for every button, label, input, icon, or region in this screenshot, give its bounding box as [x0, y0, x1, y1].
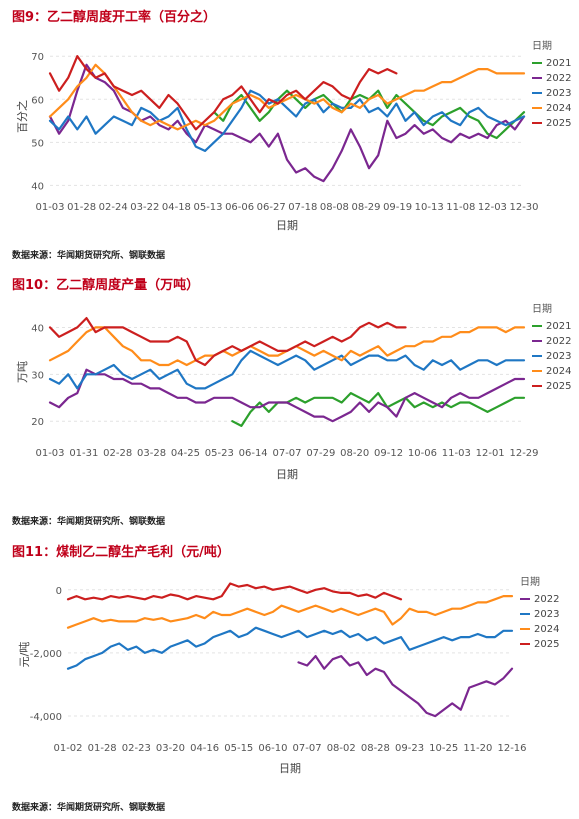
x-tick-label: 01-03: [35, 202, 64, 213]
x-tick-label: 08-29: [351, 202, 380, 213]
legend-entry-2022: 2022: [546, 73, 571, 84]
x-tick-label: 09-12: [374, 448, 403, 459]
y-axis-label: 万吨: [16, 361, 29, 383]
x-tick-label: 12-30: [509, 202, 538, 213]
y-tick-label: 70: [31, 52, 44, 63]
x-tick-label: 06-10: [258, 743, 287, 754]
legend-entry-2025: 2025: [546, 381, 571, 392]
series-line-2024: [48, 63, 526, 131]
x-tick-label: 12-03: [478, 202, 507, 213]
chart11-title: 图11：煤制乙二醇生产毛利（元/吨）: [12, 545, 230, 560]
x-tick-label: 08-02: [327, 743, 356, 754]
legend-entry-2023: 2023: [546, 88, 571, 99]
x-tick-label: 06-27: [257, 202, 286, 213]
series-line-2022: [297, 654, 514, 718]
x-tick-label: 12-16: [497, 743, 526, 754]
x-tick-label: 10-25: [429, 743, 458, 754]
x-tick-label: 06-06: [225, 202, 254, 213]
x-tick-label: 04-18: [162, 202, 191, 213]
x-tick-label: 02-28: [103, 448, 132, 459]
legend-entry-2022: 2022: [546, 336, 571, 347]
x-tick-label: 11-20: [463, 743, 492, 754]
series-line-2025: [66, 582, 403, 601]
y-tick-label: -2,000: [30, 649, 62, 660]
x-axis-label: 日期: [276, 219, 298, 232]
y-tick-label: -4,000: [30, 712, 62, 723]
legend-entry-2024: 2024: [534, 624, 559, 635]
y-tick-label: 50: [31, 138, 44, 149]
series-line-2024: [66, 594, 514, 629]
x-axis-label: 日期: [276, 468, 298, 481]
x-tick-label: 10-13: [415, 202, 444, 213]
legend-entry-2025: 2025: [546, 118, 571, 129]
x-tick-label: 01-03: [35, 448, 64, 459]
legend-entry-2023: 2023: [546, 351, 571, 362]
series-line-2023: [48, 349, 526, 390]
y-tick-label: 30: [31, 370, 44, 381]
series-line-2023: [66, 626, 514, 670]
legend-entry-2021: 2021: [546, 321, 571, 332]
legend-entry-2023: 2023: [534, 609, 559, 620]
x-tick-label: 11-08: [446, 202, 475, 213]
x-tick-label: 08-08: [320, 202, 349, 213]
x-tick-label: 09-23: [395, 743, 424, 754]
x-tick-label: 03-20: [156, 743, 185, 754]
series-line-2022: [48, 368, 526, 423]
x-tick-label: 04-16: [190, 743, 219, 754]
legend-title: 日期: [532, 303, 552, 315]
legend-entry-2024: 2024: [546, 103, 571, 114]
chart10-source: 数据来源：华闻期货研究所、钢联数据: [12, 517, 166, 527]
x-tick-label: 07-29: [306, 448, 335, 459]
chart10-output: 20 30 40 01-03 01-31 02-28 03-28 04-25 05-23 06-1…: [16, 303, 571, 481]
x-tick-label: 10-06: [408, 448, 437, 459]
chart11-margin: -4,000 -2,000 0 01-02 01-28 02-23 03-20 04-16 05…: [18, 576, 559, 775]
y-axis-label: 百分之: [15, 100, 29, 133]
x-tick-label: 09-19: [383, 202, 412, 213]
x-tick-label: 01-28: [88, 743, 117, 754]
x-tick-label: 11-03: [442, 448, 471, 459]
x-tick-label: 01-31: [69, 448, 98, 459]
legend-entry-2021: 2021: [546, 58, 571, 69]
y-tick-label: 0: [56, 586, 62, 597]
y-tick-label: 60: [31, 95, 44, 106]
series-line-2021: [213, 89, 526, 140]
x-tick-label: 08-20: [340, 448, 369, 459]
x-axis-label: 日期: [279, 762, 301, 775]
y-tick-label: 40: [31, 181, 44, 192]
x-tick-label: 02-24: [99, 202, 128, 213]
legend-entry-2022: 2022: [534, 594, 559, 605]
x-tick-label: 05-15: [224, 743, 253, 754]
x-tick-label: 05-13: [193, 202, 222, 213]
legend-title: 日期: [532, 40, 552, 52]
y-tick-label: 40: [31, 323, 44, 334]
chart9-source: 数据来源：华闻期货研究所、钢联数据: [12, 251, 166, 261]
x-tick-label: 12-29: [509, 448, 538, 459]
x-tick-label: 08-28: [361, 743, 390, 754]
x-tick-label: 04-25: [171, 448, 200, 459]
x-tick-label: 03-22: [130, 202, 159, 213]
y-tick-label: 20: [31, 417, 44, 428]
legend-entry-2025: 2025: [534, 639, 559, 650]
series-line-2025: [48, 317, 407, 367]
x-tick-label: 05-23: [205, 448, 234, 459]
x-tick-label: 06-14: [239, 448, 268, 459]
x-tick-label: 02-23: [122, 743, 151, 754]
series-line-2022: [48, 63, 526, 183]
x-tick-label: 07-07: [272, 448, 301, 459]
x-tick-label: 01-28: [67, 202, 96, 213]
x-tick-label: 07-07: [293, 743, 322, 754]
x-tick-label: 03-28: [137, 448, 166, 459]
x-tick-label: 12-01: [476, 448, 505, 459]
y-axis-label: 元/吨: [18, 642, 31, 668]
chart11-source: 数据来源：华闻期货研究所、钢联数据: [12, 803, 166, 813]
legend-entry-2024: 2024: [546, 366, 571, 377]
legend-title: 日期: [520, 576, 540, 588]
chart10-title: 图10：乙二醇周度产量（万吨）: [12, 278, 200, 293]
chart9-title: 图9：乙二醇周度开工率（百分之）: [12, 10, 217, 25]
series-line-2025: [48, 55, 398, 131]
x-tick-label: 01-02: [53, 743, 82, 754]
series-line-2023: [48, 89, 526, 153]
x-tick-label: 07-18: [288, 202, 317, 213]
